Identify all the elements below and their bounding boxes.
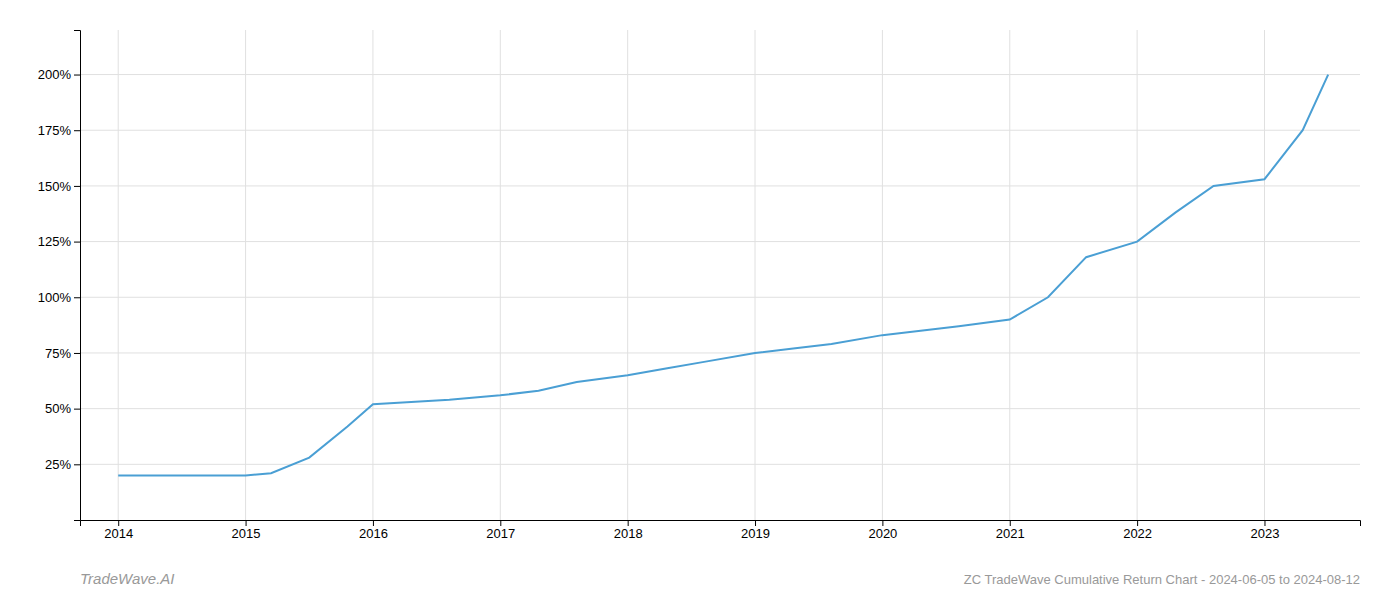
tick-label: 2019 [741, 526, 770, 541]
grid-line [80, 74, 1360, 75]
annotation: TradeWave.AI [80, 570, 174, 587]
grid-line [1264, 30, 1265, 520]
tick: 2014 [104, 520, 133, 541]
tick: 2016 [359, 520, 388, 541]
tick-mark [1010, 520, 1011, 526]
marks [118, 75, 1328, 476]
grid-line [80, 408, 1360, 409]
tick-mark [882, 520, 883, 526]
tick-label: 2021 [996, 526, 1025, 541]
tick: 2020 [868, 520, 897, 541]
tick: 125% [38, 234, 80, 249]
tick-label: 2023 [1251, 526, 1280, 541]
tick: 50% [45, 401, 80, 416]
grid-line [1137, 30, 1138, 520]
tick: 25% [45, 457, 80, 472]
tick: 75% [45, 346, 80, 361]
tick-label: 175% [38, 123, 72, 138]
tick: 200% [38, 67, 80, 82]
tick: 2019 [741, 520, 770, 541]
axis-line [81, 521, 1361, 527]
tick-mark [246, 520, 247, 526]
grid-line [627, 30, 628, 520]
tick-label: 125% [38, 234, 72, 249]
tick: 2023 [1251, 520, 1280, 541]
tick-mark [755, 520, 756, 526]
tick-label: 50% [45, 401, 71, 416]
tick-mark [74, 186, 80, 187]
tick-label: 100% [38, 290, 72, 305]
grid-line [500, 30, 501, 520]
tick-label: 2016 [359, 526, 388, 541]
tick: 2017 [486, 520, 515, 541]
tick: 2022 [1123, 520, 1152, 541]
tick-mark [74, 409, 80, 410]
grid-line [80, 297, 1360, 298]
tick-mark [74, 297, 80, 298]
tick-mark [1264, 520, 1265, 526]
tick: 150% [38, 179, 80, 194]
tick-label: 2014 [104, 526, 133, 541]
grid-line [80, 352, 1360, 353]
tick: 175% [38, 123, 80, 138]
tick-label: 150% [38, 179, 72, 194]
y-axis: 25% 50% 75% 100% 125% 150% 175% 200% [38, 31, 81, 521]
chart: 2014 2015 2016 2017 2018 2019 2020 2021 2022 2023… [0, 0, 1400, 600]
grid-line [118, 30, 119, 520]
tick-label: 2015 [232, 526, 261, 541]
grid [80, 30, 1360, 520]
tick-label: 2022 [1123, 526, 1152, 541]
tick-mark [74, 464, 80, 465]
axis-line [74, 31, 81, 521]
title: ZC TradeWave Cumulative Return Chart - 2… [964, 572, 1360, 587]
tick-label: 2018 [614, 526, 643, 541]
tick-label: 75% [45, 346, 71, 361]
x-axis: 2014 2015 2016 2017 2018 2019 2020 2021 2022 2023 [81, 520, 1361, 541]
grid-line [80, 130, 1360, 131]
line [118, 75, 1328, 476]
tick-label: 25% [45, 457, 71, 472]
grid-line [882, 30, 883, 520]
tick: 2018 [614, 520, 643, 541]
tick-mark [628, 520, 629, 526]
grid-line [80, 185, 1360, 186]
tick: 2021 [996, 520, 1025, 541]
grid-line [80, 241, 1360, 242]
plot: 2014 2015 2016 2017 2018 2019 2020 2021 2022 2023… [38, 30, 1361, 541]
tick-mark [373, 520, 374, 526]
tick-mark [500, 520, 501, 526]
tick-label: 2020 [868, 526, 897, 541]
tick-mark [1137, 520, 1138, 526]
tick: 2015 [232, 520, 261, 541]
tick: 100% [38, 290, 80, 305]
tick-label: 2017 [486, 526, 515, 541]
tick-mark [118, 520, 119, 526]
grid-line [245, 30, 246, 520]
tick-mark [74, 242, 80, 243]
grid-line [80, 464, 1360, 465]
tick-mark [74, 75, 80, 76]
grid-line [372, 30, 373, 520]
grid-line [1009, 30, 1010, 520]
tick-label: 200% [38, 67, 72, 82]
grid-line [755, 30, 756, 520]
tick-mark [74, 353, 80, 354]
tick-mark [74, 130, 80, 131]
